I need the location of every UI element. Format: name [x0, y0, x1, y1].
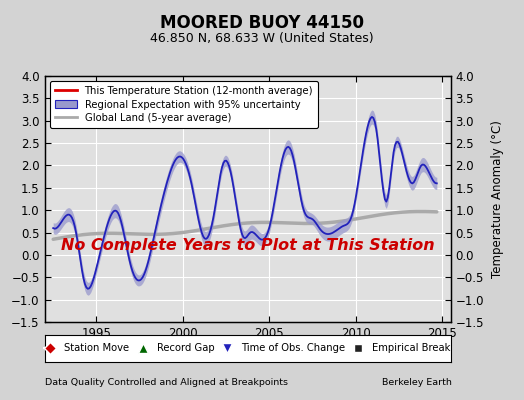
Legend: This Temperature Station (12-month average), Regional Expectation with 95% uncer: This Temperature Station (12-month avera… — [50, 81, 318, 128]
Text: Data Quality Controlled and Aligned at Breakpoints: Data Quality Controlled and Aligned at B… — [45, 378, 288, 387]
Text: MOORED BUOY 44150: MOORED BUOY 44150 — [160, 14, 364, 32]
Text: No Complete Years to Plot at This Station: No Complete Years to Plot at This Statio… — [61, 238, 434, 253]
Legend: Station Move, Record Gap, Time of Obs. Change, Empirical Break: Station Move, Record Gap, Time of Obs. C… — [42, 341, 453, 355]
Text: 46.850 N, 68.633 W (United States): 46.850 N, 68.633 W (United States) — [150, 32, 374, 45]
Text: Berkeley Earth: Berkeley Earth — [382, 378, 452, 387]
Y-axis label: Temperature Anomaly (°C): Temperature Anomaly (°C) — [491, 120, 504, 278]
